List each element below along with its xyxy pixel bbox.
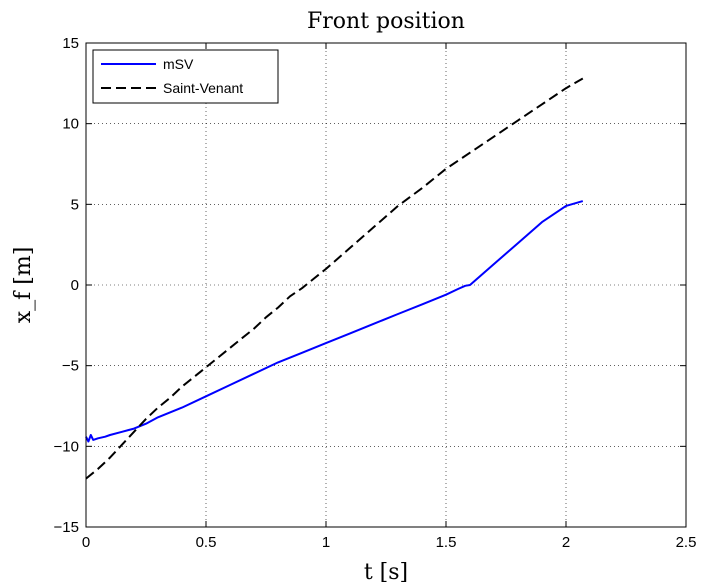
grid-lines	[86, 43, 686, 527]
chart-title: Front position	[307, 9, 465, 34]
x-tick-label: 0.5	[196, 534, 217, 551]
x-tick-label: 1	[322, 534, 330, 551]
x-axis-label: t [s]	[364, 560, 408, 585]
x-tick-label: 2.5	[676, 534, 697, 551]
y-tick-label: −5	[62, 358, 79, 375]
series-lines	[85, 77, 584, 480]
y-tick-label: 0	[71, 277, 79, 294]
y-tick-label: −15	[54, 519, 79, 536]
y-axis-label: x_f [m]	[11, 247, 36, 324]
series-line-saint-venant	[85, 77, 584, 480]
legend-box	[92, 49, 279, 104]
x-tick-label: 1.5	[436, 534, 457, 551]
y-tick-label: 15	[62, 35, 79, 52]
x-tick-label: 2	[562, 534, 570, 551]
y-tick-label: −10	[54, 438, 79, 455]
legend: mSV Saint-Venant	[92, 49, 279, 104]
series-line-msv	[85, 200, 584, 443]
x-tick-label: 0	[82, 534, 90, 551]
y-tick-label: 10	[62, 116, 79, 133]
legend-label: mSV	[163, 56, 194, 72]
ticks: 0 0.5 1 1.5 2 2.5 −15 −10 −5 0 5 10 15	[54, 35, 697, 551]
legend-label: Saint-Venant	[163, 80, 243, 96]
y-tick-label: 5	[71, 196, 79, 213]
